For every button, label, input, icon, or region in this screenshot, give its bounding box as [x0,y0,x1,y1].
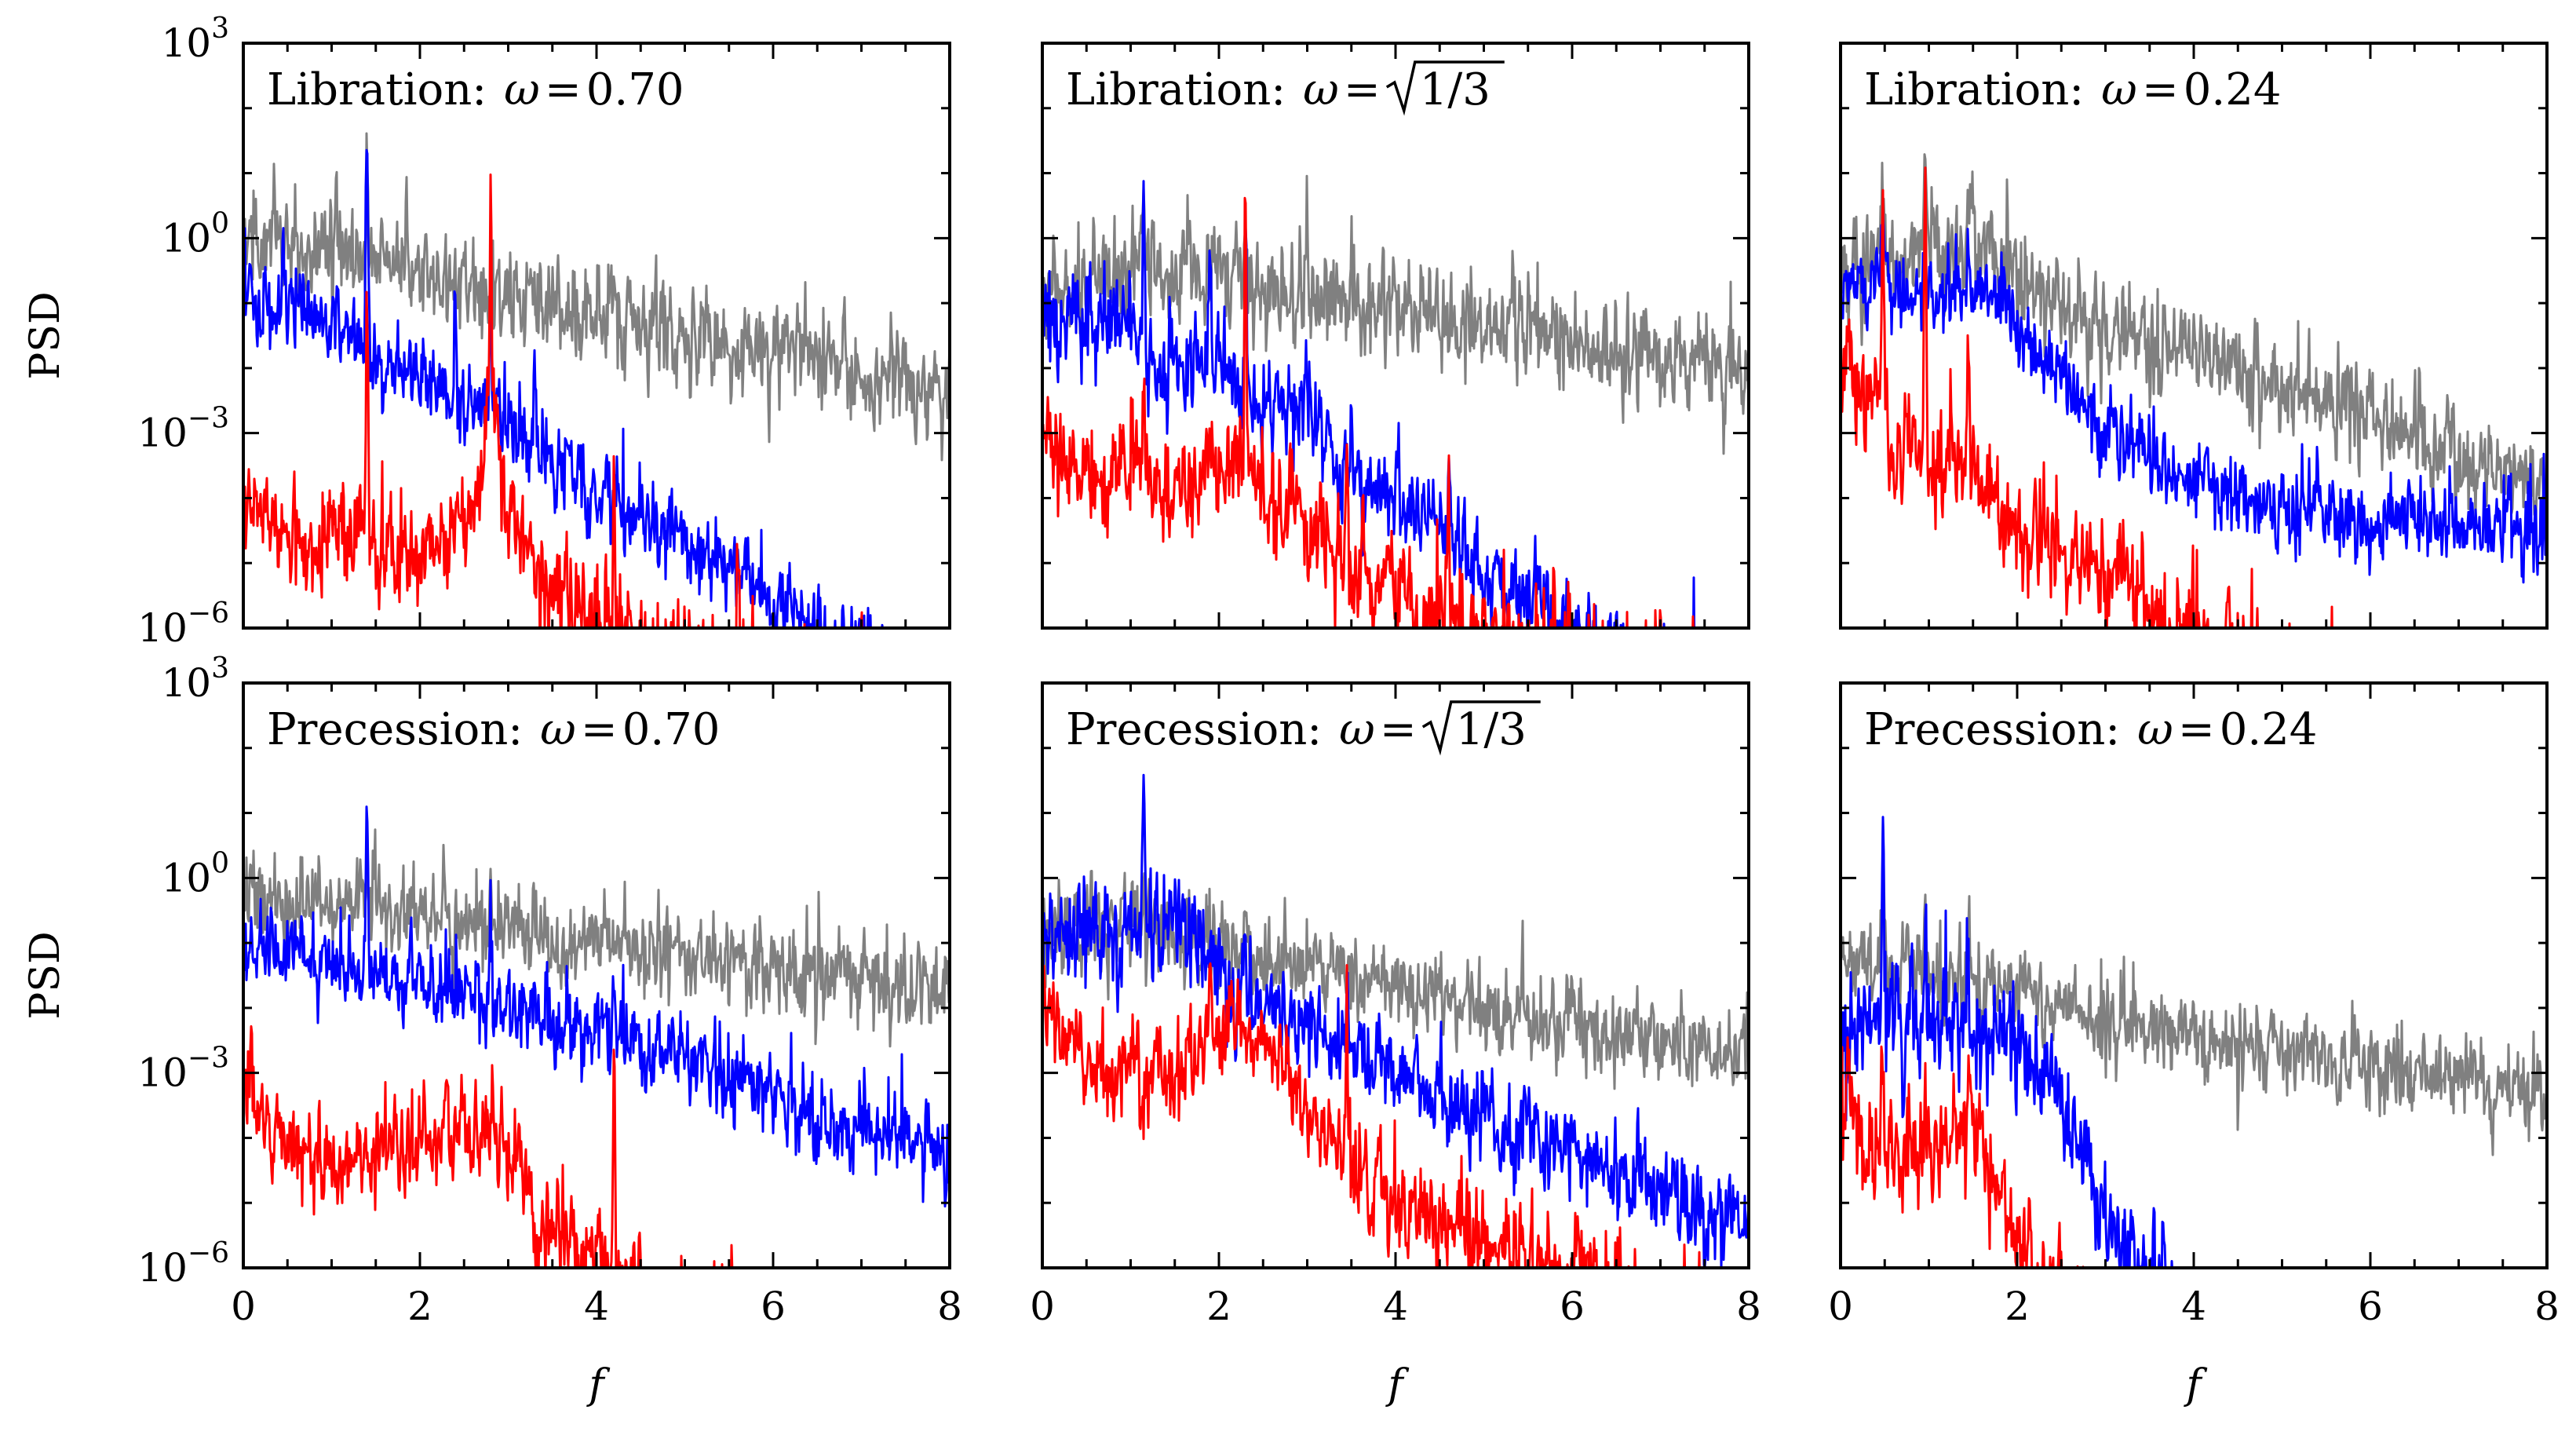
x-axis-label: f [1385,1361,1409,1408]
series-blue-line [1841,209,2547,584]
x-tick-label: 2 [2005,1284,2030,1329]
series-blue-line [243,805,950,1208]
sqrt-radicand: 1/3 [1456,704,1527,755]
panel-title: Libration: ω = 0.24 [1864,64,2281,115]
x-tick-label: 4 [2181,1284,2206,1329]
series-red-line [1042,196,1695,628]
y-tick-label: 103 [161,13,229,66]
panel-curves [243,805,950,1268]
series-red-line [1841,166,2333,628]
frames-layer [242,42,2549,1269]
x-tick-label: 2 [1206,1284,1231,1329]
series-red-line [243,173,863,628]
x-tick-label: 6 [1560,1284,1585,1329]
panel-title: Libration: ω = [1066,64,1381,115]
x-tick-label: 8 [1736,1284,1761,1329]
series-blue-line [1042,773,1749,1268]
sqrt-sign-icon [1385,60,1505,116]
series-blue-line [1042,180,1696,628]
x-tick-label: 0 [1828,1284,1853,1329]
x-axis-label: f [2183,1361,2207,1408]
panel-curves [1841,153,2547,628]
y-tick-label: 10−3 [137,1043,229,1096]
y-tick-label: 10−6 [137,1237,229,1291]
y-axis-label: PSD [22,291,69,379]
x-tick-label: 0 [231,1284,256,1329]
x-axis-label: f [586,1361,610,1408]
x-tick-label: 6 [2358,1284,2383,1329]
x-tick-label: 4 [1383,1284,1408,1329]
series-red-line [243,1024,734,1268]
x-tick-label: 6 [761,1284,786,1329]
panel-curves [1042,174,1749,628]
series-gray-line [1042,870,1749,1090]
x-tick-label: 0 [1030,1284,1055,1329]
x-tick-label: 8 [2534,1284,2560,1329]
x-tick-label: 2 [407,1284,432,1329]
panel-title: Precession: ω = 0.24 [1864,704,2317,755]
sqrt-sign-icon [1421,700,1541,756]
y-tick-label: 10−6 [137,597,229,651]
y-tick-label: 100 [161,847,229,900]
x-tick-label: 4 [584,1284,609,1329]
series-blue-line [1841,816,2173,1268]
y-tick-label: 100 [161,207,229,261]
series-blue-line [243,148,884,628]
panel-curves [243,132,950,628]
panel-curves [1042,773,1749,1268]
sqrt-radicand: 1/3 [1420,64,1491,115]
y-tick-label: 10−3 [137,403,229,456]
curves-layer [243,132,2547,1268]
series-gray-line [243,132,950,462]
series-red-line [1841,1036,2085,1268]
x-tick-label: 8 [937,1284,962,1329]
series-gray-line [1841,820,2547,1156]
panel-title: Precession: ω = 0.70 [267,704,720,755]
y-axis-label: PSD [22,931,69,1019]
panel-title: Precession: ω = [1066,704,1417,755]
y-tick-label: 103 [161,652,229,706]
series-gray-line [1042,174,1749,455]
series-red-line [1042,962,1701,1268]
series-gray-line [243,828,950,1048]
panel-title: Libration: ω = 0.70 [267,64,684,115]
panel-curves [1841,816,2547,1268]
labels-layer: 103 100 10−3 10−6 PSD Libration: ω = 0.70 Librati… [22,13,2560,1408]
